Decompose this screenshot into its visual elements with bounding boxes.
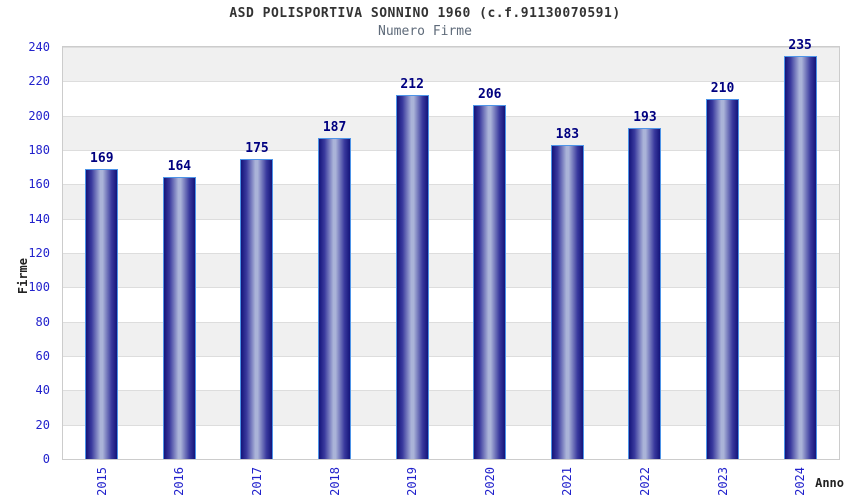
bar-group-2020: 206 2020 <box>451 47 529 496</box>
bar-value-label: 210 <box>710 80 735 96</box>
bar-group-2018: 187 2018 <box>296 47 374 496</box>
x-tick-label-wrap: 2018 <box>296 467 374 496</box>
y-tick-label: 100 <box>28 280 50 295</box>
y-tick-label: 180 <box>28 143 50 157</box>
x-tick-label: 2020 <box>482 467 497 496</box>
x-tick-label: 2022 <box>637 467 652 496</box>
x-tick-label-wrap: 2023 <box>684 467 762 496</box>
bar-2020: 206 <box>473 87 507 459</box>
y-tick-label: 20 <box>35 417 50 432</box>
bars-layer: 169 2015 164 2016 175 2017 187 2018 212 2019 206 20… <box>63 38 839 496</box>
bar-value-label: 169 <box>90 150 114 166</box>
x-tick-label-wrap: 2019 <box>373 467 451 496</box>
bar-group-2017: 175 2017 <box>218 47 296 496</box>
y-axis-title: Firme <box>16 258 30 295</box>
bar-value-label: 187 <box>322 119 347 135</box>
bar-2021: 183 <box>550 127 584 459</box>
x-tick-label-wrap: 2015 <box>63 467 141 496</box>
y-tick-label: 160 <box>28 177 50 192</box>
x-tick-label: 2015 <box>94 467 109 496</box>
x-tick-label-wrap: 2020 <box>451 467 529 496</box>
bar-2019: 212 <box>395 77 429 459</box>
bar-value-label: 164 <box>167 159 192 175</box>
bar-2024: 235 <box>783 38 817 459</box>
bar-2015: 169 <box>85 151 119 459</box>
x-tick-label: 2024 <box>793 467 808 496</box>
bar-2023: 210 <box>706 81 740 459</box>
bar-2017: 175 <box>240 141 274 459</box>
y-tick-label: 0 <box>42 452 50 466</box>
y-tick-label: 80 <box>35 314 50 329</box>
bar-group-2024: 235 2024 <box>761 38 839 496</box>
x-tick-label: 2019 <box>405 467 420 496</box>
bar-group-2016: 164 2016 <box>141 47 219 496</box>
bar-group-2019: 212 2019 <box>373 47 451 496</box>
bar-2022: 193 <box>628 110 662 459</box>
x-tick-label-wrap: 2017 <box>218 467 296 496</box>
bar-value-label: 212 <box>400 77 424 93</box>
x-tick-label-wrap: 2022 <box>606 467 684 496</box>
y-tick-label: 40 <box>35 383 50 398</box>
y-tick-label: 200 <box>28 108 50 123</box>
y-tick-label: 220 <box>28 74 50 89</box>
bar-value-label: 235 <box>788 37 812 53</box>
bar-group-2022: 193 2022 <box>606 47 684 496</box>
x-tick-label: 2023 <box>715 467 730 496</box>
x-tick-label: 2021 <box>560 467 575 496</box>
chart-title: ASD POLISPORTIVA SONNINO 1960 (c.f.91130… <box>229 6 621 21</box>
y-tick-label: 60 <box>35 349 50 363</box>
plot-area: 169 2015 164 2016 175 2017 187 2018 212 2019 206 20… <box>62 38 840 496</box>
y-tick-label: 120 <box>28 246 50 260</box>
chart-subtitle: Numero Firme <box>378 24 472 39</box>
y-tick-label: 240 <box>28 40 50 54</box>
x-axis-title: Anno <box>815 476 844 490</box>
y-tick-label: 140 <box>28 211 50 226</box>
x-tick-label-wrap: 2021 <box>529 467 607 496</box>
x-tick-label: 2018 <box>327 467 342 496</box>
x-tick-label: 2017 <box>249 467 264 496</box>
bar-value-label: 175 <box>245 140 269 156</box>
bar-value-label: 193 <box>633 109 657 125</box>
bar-group-2015: 169 2015 <box>63 47 141 496</box>
bar-value-label: 183 <box>555 126 580 142</box>
bar-2016: 164 <box>162 159 196 459</box>
bar-group-2023: 210 2023 <box>684 47 762 496</box>
bar-value-label: 206 <box>478 87 502 103</box>
grid-band <box>63 47 839 82</box>
y-axis: 0 20 40 60 80 100 120 140 160 180 200 220 240 <box>0 40 56 466</box>
bar-group-2021: 183 2021 <box>529 47 607 496</box>
x-tick-label-wrap: 2016 <box>141 467 219 496</box>
bar-2018: 187 <box>318 120 352 459</box>
x-tick-label: 2016 <box>172 467 187 496</box>
